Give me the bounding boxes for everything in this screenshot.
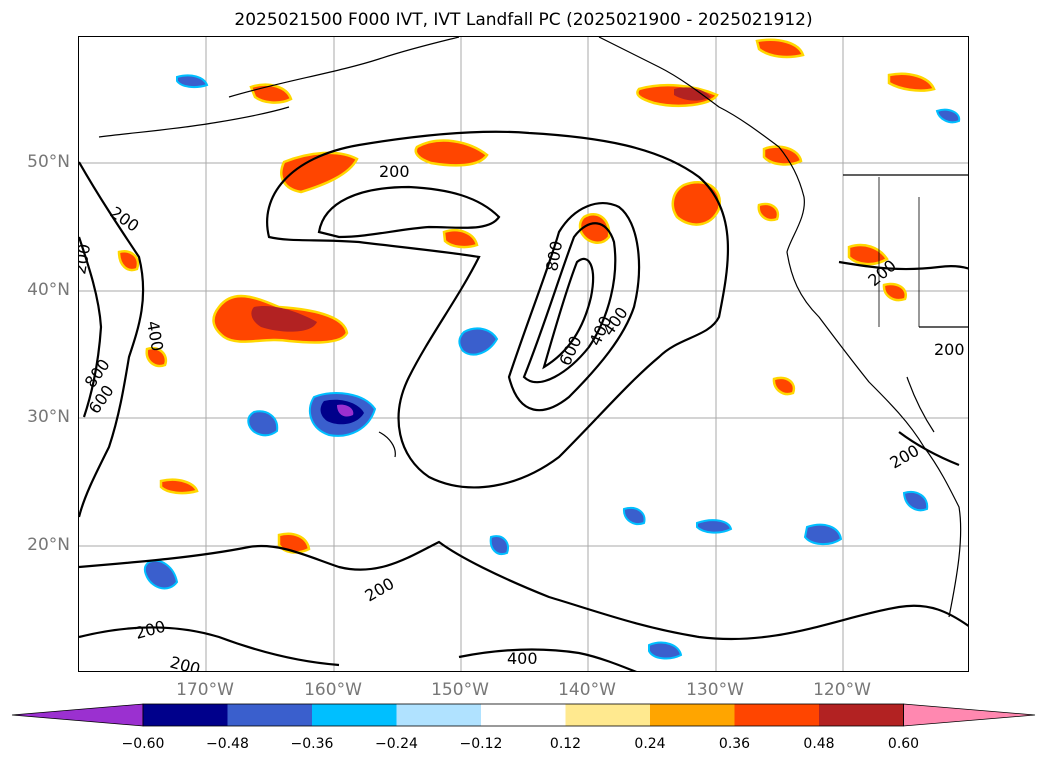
contour-label: 200 xyxy=(168,653,202,672)
contour-label: 600 xyxy=(555,333,585,369)
contour-200-east xyxy=(838,260,968,271)
colorbar-segment xyxy=(312,704,397,726)
colorbar-segment xyxy=(734,704,820,726)
contour-200-southwest xyxy=(79,626,340,667)
patch-pos xyxy=(757,202,780,222)
contour-400-west xyxy=(79,236,103,418)
lat-label: 50°N xyxy=(27,152,70,172)
patch-neg xyxy=(803,523,843,545)
colorbar-segment xyxy=(819,704,904,726)
patch-pos xyxy=(762,145,803,166)
negative-ivt-patches xyxy=(143,74,961,660)
patch-neg xyxy=(247,410,279,437)
patch-pos xyxy=(772,376,796,396)
contour-labels: 200 200 200 400 800 600 400 800 600 400 … xyxy=(79,162,965,672)
colorbar-outline xyxy=(142,703,904,727)
contour-label: 200 xyxy=(133,617,167,643)
islands-hawaii xyxy=(378,431,396,458)
colorbar-tick-label: −0.12 xyxy=(459,736,503,752)
patch-neg-core xyxy=(337,404,354,417)
colorbar-tick-label: 0.48 xyxy=(803,736,835,752)
patch-neg xyxy=(902,491,929,512)
colorbar-tick-label: −0.24 xyxy=(375,736,418,752)
colorbar-tick-label: 0.60 xyxy=(887,736,920,752)
colorbar xyxy=(11,703,1036,727)
contour-label: 800 xyxy=(81,355,114,391)
patch-pos xyxy=(442,228,479,249)
patch-pos xyxy=(145,346,168,368)
patch-pos xyxy=(280,151,359,194)
patch-pos xyxy=(882,282,908,302)
patch-neg xyxy=(176,74,209,89)
patch-pos xyxy=(847,243,889,266)
patch-pos xyxy=(159,478,199,495)
patch-pos xyxy=(755,38,805,59)
colorbar-tick-label: −0.48 xyxy=(206,736,249,752)
patch-pos xyxy=(578,212,611,244)
contour-200-west xyxy=(79,161,145,518)
patch-pos xyxy=(671,181,722,226)
contour-label: 400 xyxy=(143,319,167,352)
colorbar-segment xyxy=(650,704,735,726)
contour-label: 200 xyxy=(362,574,398,606)
patch-neg xyxy=(622,507,646,525)
contour-200-outer xyxy=(266,130,730,489)
contour-label: 200 xyxy=(934,340,965,359)
patch-neg xyxy=(489,535,509,555)
contour-200-south xyxy=(79,540,968,641)
colorbar-tick-label: 0.24 xyxy=(634,736,666,752)
patch-pos xyxy=(414,139,489,167)
colorbar-segment xyxy=(396,704,482,726)
patch-pos-core xyxy=(251,306,317,332)
lon-label: 130°W xyxy=(686,680,744,700)
patch-neg xyxy=(648,641,683,660)
contour-400-south xyxy=(458,648,637,671)
map-panel: 200 200 200 400 800 600 400 800 600 400 … xyxy=(78,36,969,672)
lon-label: 160°W xyxy=(304,680,362,700)
lon-label: 140°W xyxy=(558,680,616,700)
lat-label: 40°N xyxy=(27,280,70,300)
map-title: 2025021500 F000 IVT, IVT Landfall PC (20… xyxy=(234,10,813,30)
lon-label: 120°W xyxy=(813,680,871,700)
patch-neg xyxy=(458,327,499,356)
colorbar-segment xyxy=(143,704,228,726)
lon-label: 170°W xyxy=(176,680,234,700)
contour-800-band xyxy=(542,257,595,370)
state-borders xyxy=(878,177,920,327)
contour-label: 200 xyxy=(107,203,143,236)
patch-pos-core xyxy=(674,87,711,101)
lat-label: 20°N xyxy=(27,535,70,555)
ivt-contours xyxy=(79,130,968,671)
contour-200-baja xyxy=(898,431,960,467)
colorbar-extend-min xyxy=(11,703,144,727)
patch-pos xyxy=(249,83,293,104)
contour-label: 200 xyxy=(79,242,94,275)
lon-label: 150°W xyxy=(431,680,489,700)
coastlines xyxy=(98,37,968,618)
patch-pos xyxy=(887,72,936,92)
colorbar-tick-label: 0.12 xyxy=(549,736,582,752)
colorbar-extend-max xyxy=(903,703,1036,727)
colorbar-segment xyxy=(565,704,651,726)
coast-north-america xyxy=(598,37,962,618)
contour-200-inner xyxy=(317,185,501,239)
patch-neg xyxy=(935,108,961,124)
colorbar-tick-label: −0.36 xyxy=(290,736,334,752)
patch-pos xyxy=(117,250,140,272)
contour-600-band xyxy=(522,222,617,384)
colorbar-tick-label: −0.60 xyxy=(121,736,165,752)
lat-label: 30°N xyxy=(27,407,70,427)
colorbar-segment xyxy=(481,704,566,726)
colorbar-tick-label: 0.36 xyxy=(718,736,751,752)
colorbar-segment xyxy=(227,704,313,726)
contour-label: 200 xyxy=(379,162,410,181)
patch-neg xyxy=(696,519,733,534)
patch-neg xyxy=(143,559,179,590)
coast-aleutians xyxy=(228,37,460,98)
contour-400-band xyxy=(507,202,641,412)
coast-aleutians-west xyxy=(98,106,290,138)
positive-ivt-patches xyxy=(117,38,936,554)
contour-label: 400 xyxy=(507,649,538,668)
coast-baja xyxy=(906,376,935,433)
